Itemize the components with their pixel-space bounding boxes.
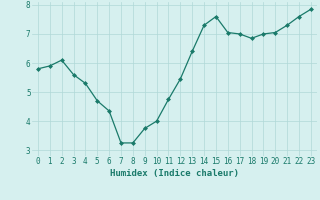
X-axis label: Humidex (Indice chaleur): Humidex (Indice chaleur) [110,169,239,178]
